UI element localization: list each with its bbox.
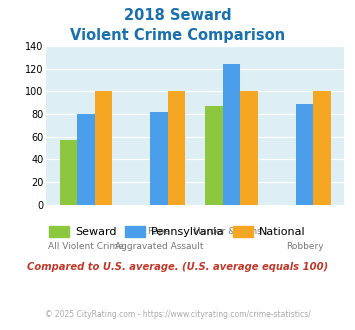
Text: 2018 Seward: 2018 Seward bbox=[124, 8, 231, 23]
Legend: Seward, Pennsylvania, National: Seward, Pennsylvania, National bbox=[45, 222, 310, 242]
Text: All Violent Crime: All Violent Crime bbox=[48, 242, 124, 251]
Text: © 2025 CityRating.com - https://www.cityrating.com/crime-statistics/: © 2025 CityRating.com - https://www.city… bbox=[45, 310, 310, 319]
Bar bbox=[168, 91, 185, 205]
Bar bbox=[95, 91, 112, 205]
Text: Robbery: Robbery bbox=[286, 242, 323, 251]
Bar bbox=[60, 140, 77, 205]
Text: Compared to U.S. average. (U.S. average equals 100): Compared to U.S. average. (U.S. average … bbox=[27, 262, 328, 272]
Bar bbox=[77, 114, 95, 205]
Bar bbox=[206, 106, 223, 205]
Text: Murder & Mans...: Murder & Mans... bbox=[193, 227, 271, 236]
Bar bbox=[240, 91, 258, 205]
Bar bbox=[223, 64, 240, 205]
Bar bbox=[150, 112, 168, 205]
Text: Aggravated Assault: Aggravated Assault bbox=[115, 242, 203, 251]
Text: Rape: Rape bbox=[147, 227, 170, 236]
Bar bbox=[296, 104, 313, 205]
Text: Violent Crime Comparison: Violent Crime Comparison bbox=[70, 28, 285, 43]
Bar bbox=[313, 91, 331, 205]
